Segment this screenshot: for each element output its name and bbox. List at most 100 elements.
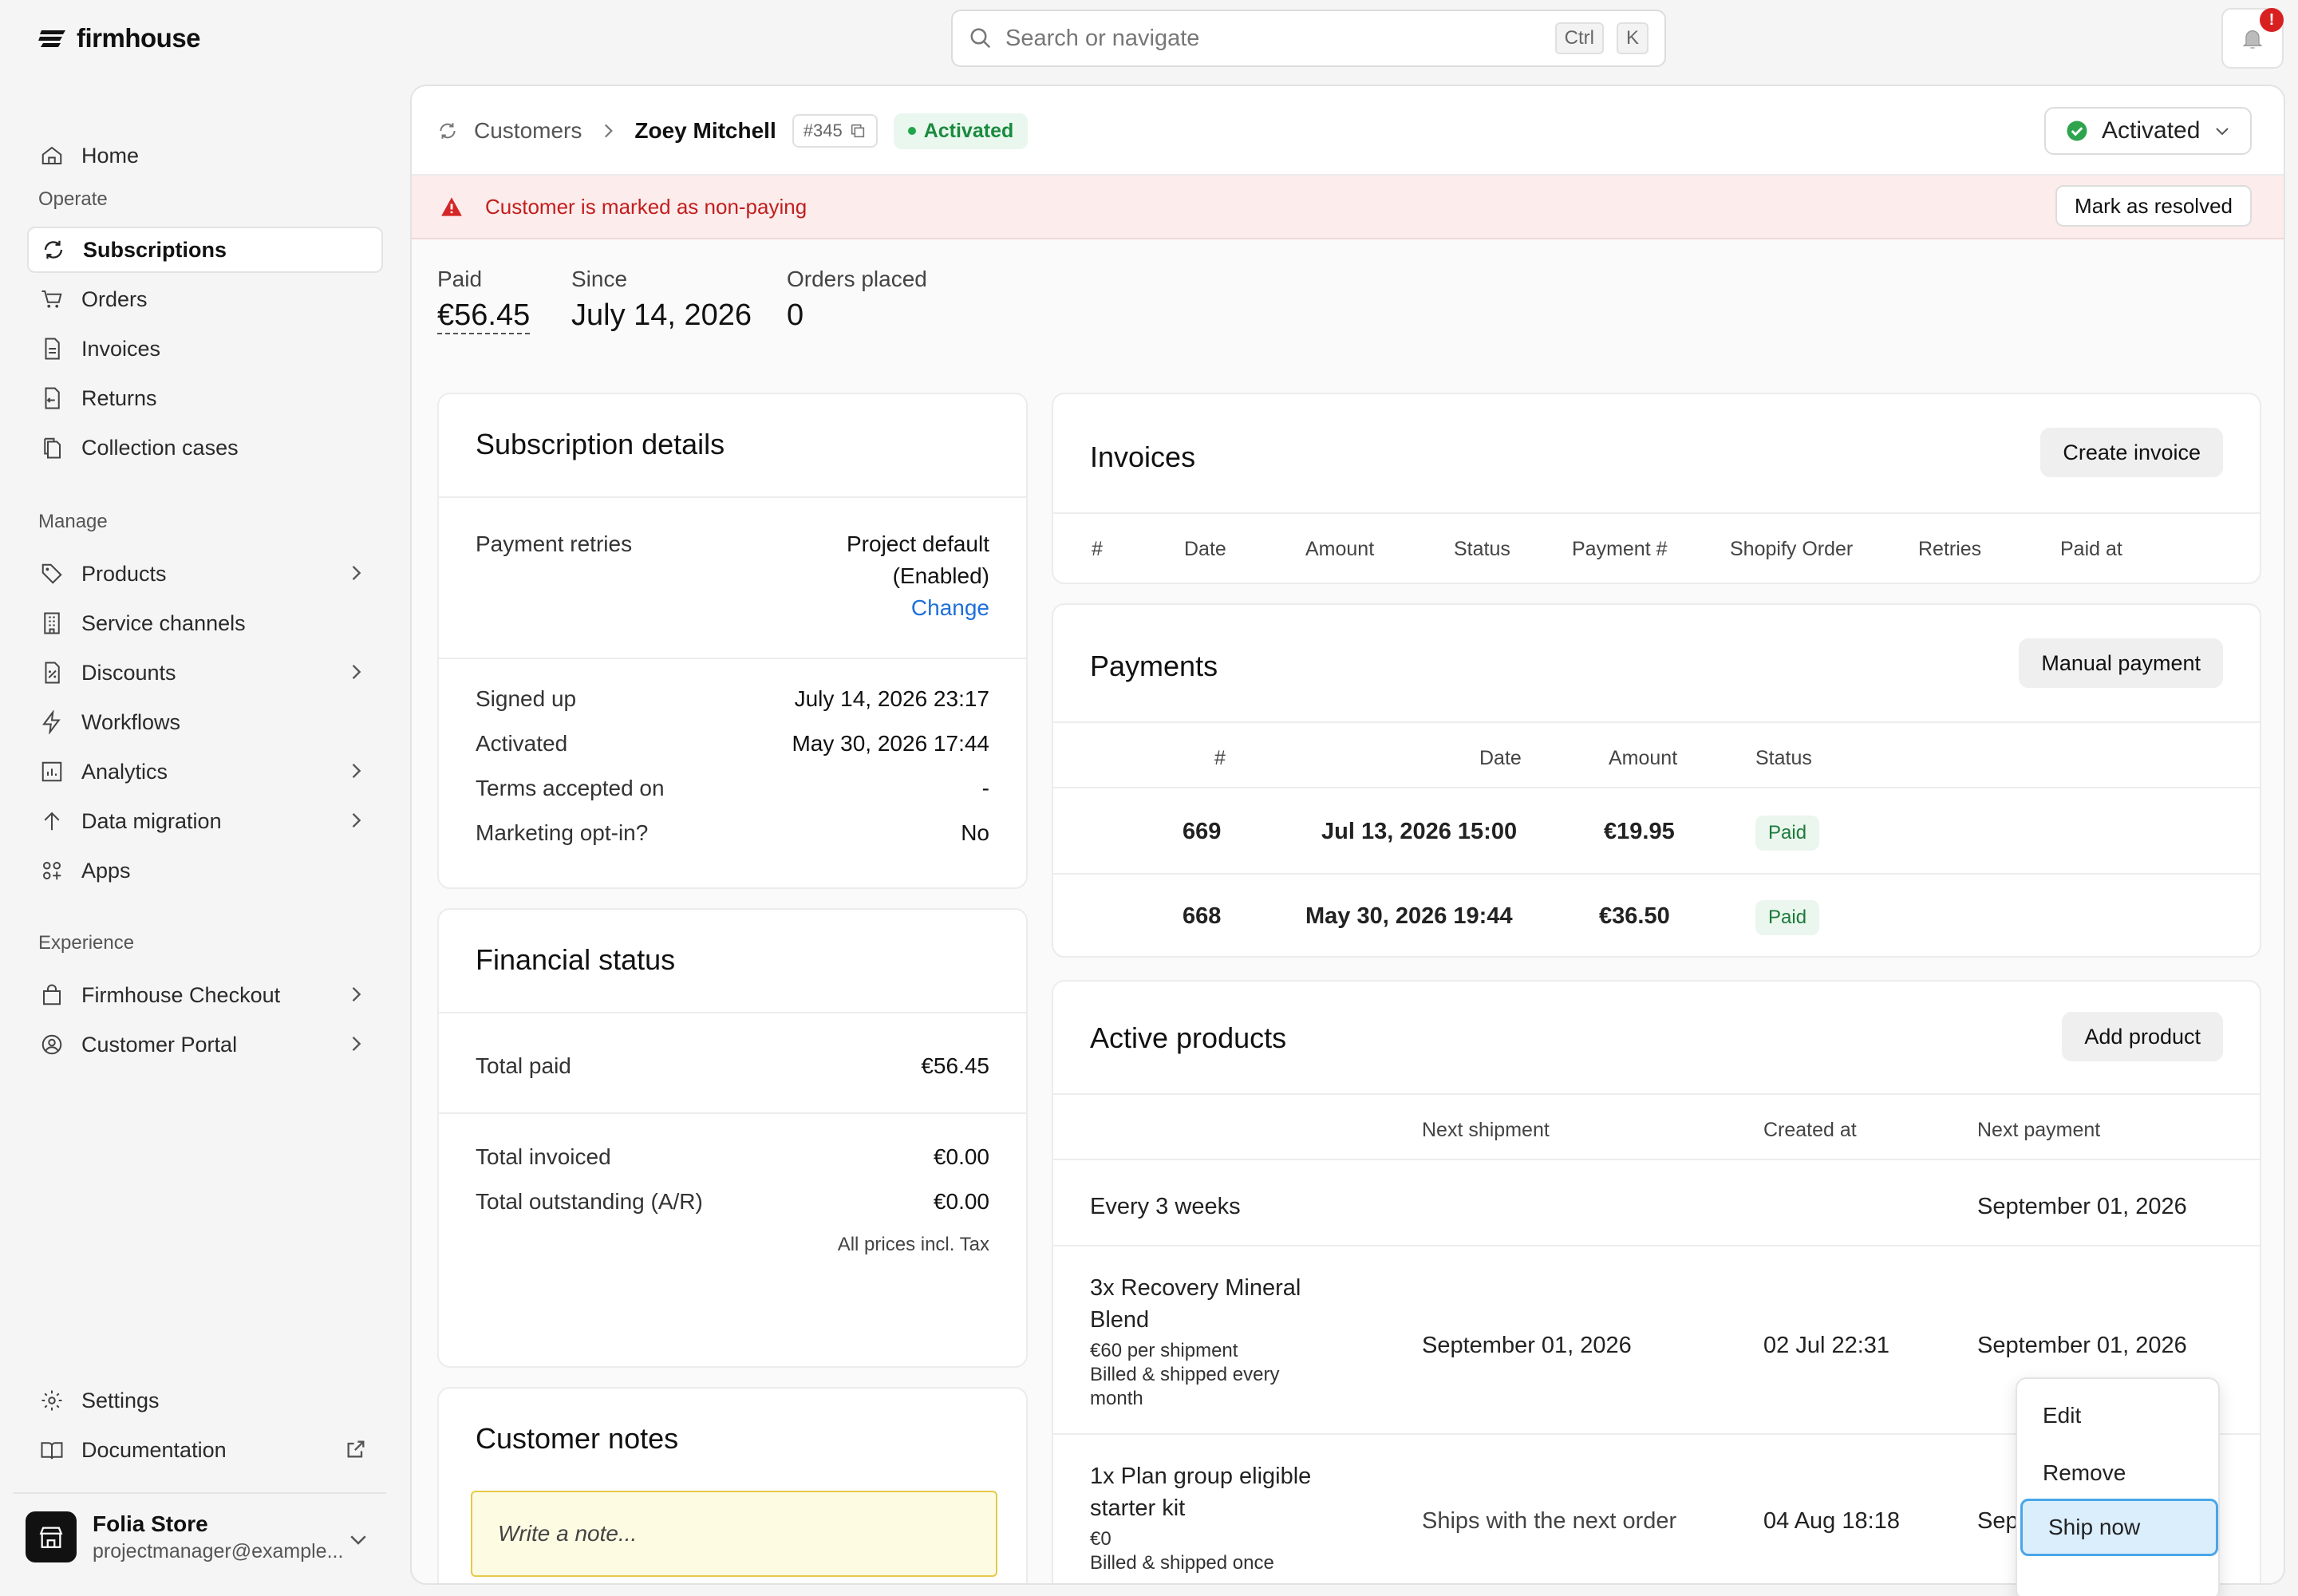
sidebar-item-service-channels[interactable]: Service channels [27, 600, 383, 646]
divider [1053, 1433, 2260, 1435]
search-bar[interactable]: Search or navigate Ctrl K [951, 10, 1666, 67]
divider [439, 1112, 1026, 1114]
product-price: €0 [1090, 1528, 1111, 1550]
signed-up-label: Signed up [476, 686, 577, 711]
invoices-card: Invoices Create invoice # Date Amount St… [1052, 393, 2261, 584]
divider [1053, 1093, 2260, 1095]
cart-icon [41, 290, 62, 308]
divider [439, 658, 1026, 659]
chevron-right-icon [352, 1037, 361, 1051]
column-header: # [1092, 538, 1103, 560]
menu-item-edit[interactable]: Edit [2043, 1403, 2082, 1428]
product-name: 1x Plan group eligible [1090, 1464, 1312, 1489]
create-invoice-button[interactable]: Create invoice [2040, 428, 2223, 477]
sidebar-item-returns[interactable]: Returns [27, 375, 383, 421]
breadcrumb-customers[interactable]: Customers [474, 118, 582, 143]
chevron-right-icon [352, 665, 361, 679]
manual-payment-button[interactable]: Manual payment [2019, 638, 2223, 688]
menu-item-remove[interactable]: Remove [2043, 1460, 2126, 1485]
alert-message: Customer is marked as non-paying [485, 194, 807, 219]
status-select[interactable]: Activated [2044, 107, 2252, 155]
card-title: Payments [1090, 650, 1218, 682]
payment-id: 668 [1183, 903, 1222, 929]
product-price: €60 per shipment [1090, 1340, 1238, 1361]
product-next-shipment: September 01, 2026 [1422, 1333, 1632, 1358]
product-frequency: Billed & shipped every [1090, 1364, 1280, 1385]
section-experience: Experience [38, 932, 135, 954]
marketing-opt-in-value: No [961, 820, 989, 845]
plan-group-label: Every 3 weeks [1090, 1194, 1241, 1219]
divider [1053, 873, 2260, 875]
document-icon [45, 338, 60, 360]
sidebar: Home Operate Subscriptions Orders Invoic… [0, 88, 399, 1596]
divider [1053, 721, 2260, 723]
breadcrumb: Customers Zoey Mitchell #345 Activated [437, 109, 1029, 153]
notifications-button[interactable]: ! [2221, 8, 2284, 69]
return-document-icon [45, 387, 60, 409]
book-icon [41, 1442, 63, 1460]
sidebar-item-orders[interactable]: Orders [27, 276, 383, 322]
mark-as-resolved-button[interactable]: Mark as resolved [2055, 185, 2252, 227]
sidebar-item-label: Firmhouse Checkout [81, 982, 281, 1007]
payment-date: May 30, 2026 19:44 [1305, 903, 1513, 929]
sidebar-item-label: Service channels [81, 610, 246, 635]
shopping-bag-icon [43, 984, 61, 1005]
page-header: Customers Zoey Mitchell #345 Activated A… [412, 86, 2284, 176]
sidebar-item-collection-cases[interactable]: Collection cases [27, 425, 383, 471]
product-next-payment: September 01, 2026 [1977, 1333, 2187, 1358]
sidebar-item-label: Apps [81, 858, 131, 883]
sidebar-item-label: Data migration [81, 808, 222, 833]
status-select-value: Activated [2102, 117, 2201, 144]
copy-icon [851, 124, 864, 138]
sidebar-item-customer-portal[interactable]: Customer Portal [27, 1021, 383, 1068]
product-frequency: Billed & shipped once [1090, 1552, 1274, 1574]
activated-label: Activated [476, 731, 568, 756]
sidebar-item-discounts[interactable]: Discounts [27, 650, 383, 696]
stat-value[interactable]: €56.45 [437, 298, 531, 334]
sidebar-item-analytics[interactable]: Analytics [27, 749, 383, 795]
sidebar-item-firmhouse-checkout[interactable]: Firmhouse Checkout [27, 972, 383, 1018]
store-name: Folia Store [93, 1511, 208, 1536]
bell-icon [2242, 30, 2263, 49]
add-product-button[interactable]: Add product [2062, 1012, 2223, 1061]
sidebar-item-documentation[interactable]: Documentation [27, 1427, 383, 1473]
chevron-right-icon [352, 987, 361, 1001]
payment-retries-value: Project default [847, 531, 989, 556]
user-circle-icon [41, 1034, 62, 1055]
sidebar-item-workflows[interactable]: Workflows [27, 699, 383, 745]
main-panel: Customers Zoey Mitchell #345 Activated A… [410, 85, 2285, 1585]
divider [1053, 1245, 2260, 1246]
store-switcher[interactable]: Folia Store projectmanager@example... [13, 1492, 386, 1580]
column-header: Date [1479, 747, 1522, 769]
chevron-right-icon [352, 764, 361, 778]
column-header: Payment # [1572, 538, 1668, 560]
column-header: Shopify Order [1730, 538, 1854, 560]
product-name-line2: starter kit [1090, 1495, 1186, 1521]
customer-id-badge[interactable]: #345 [792, 114, 878, 148]
payments-card: Payments Manual payment # Date Amount St… [1052, 603, 2261, 958]
card-title: Invoices [1090, 440, 1196, 473]
terms-accepted-label: Terms accepted on [476, 776, 665, 800]
sidebar-item-label: Collection cases [81, 435, 239, 460]
chevron-right-icon [352, 813, 361, 828]
status-badge: Activated [893, 113, 1029, 149]
firmhouse-logo[interactable]: firmhouse [38, 22, 201, 54]
payment-amount: €19.95 [1604, 819, 1675, 844]
sidebar-item-apps[interactable]: Apps [27, 847, 383, 894]
sidebar-item-products[interactable]: Products [27, 551, 383, 597]
divider [1053, 787, 2260, 788]
menu-item-ship-now[interactable]: Ship now [2020, 1499, 2218, 1556]
sidebar-item-label: Home [81, 143, 140, 168]
customer-note-input[interactable]: Write a note... [471, 1491, 997, 1577]
sidebar-item-data-migration[interactable]: Data migration [27, 798, 383, 844]
sidebar-item-settings[interactable]: Settings [27, 1377, 383, 1424]
card-title: Customer notes [476, 1422, 679, 1455]
sidebar-item-subscriptions[interactable]: Subscriptions [27, 227, 383, 273]
product-actions-menu: Edit Remove Ship now [2016, 1377, 2220, 1596]
sidebar-item-home[interactable]: Home [27, 132, 383, 179]
sidebar-item-invoices[interactable]: Invoices [27, 326, 383, 372]
change-payment-retries-link[interactable]: Change [910, 595, 989, 620]
column-header: Status [1454, 538, 1510, 560]
customer-name: Zoey Mitchell [634, 118, 776, 143]
divider [1053, 1159, 2260, 1160]
